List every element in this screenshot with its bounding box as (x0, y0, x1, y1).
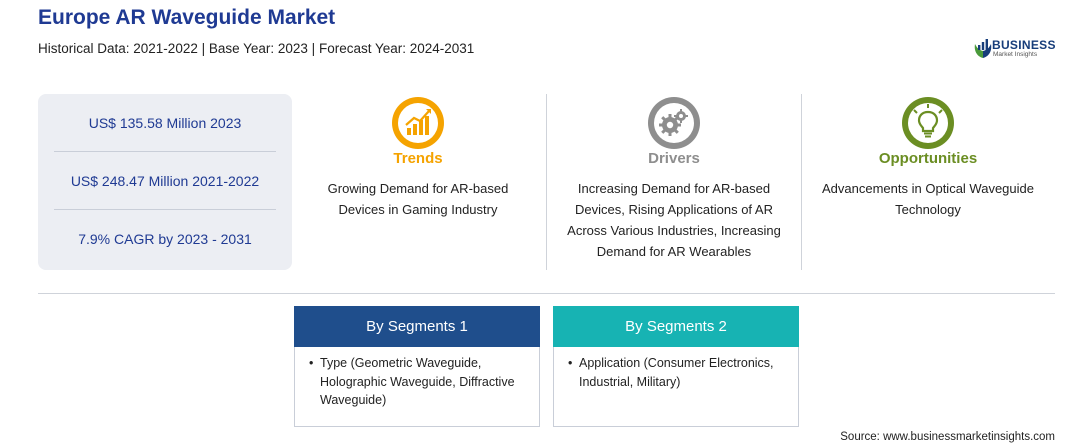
bullet-icon: • (309, 356, 314, 370)
trend-chart-icon (392, 97, 444, 149)
page-subtitle: Historical Data: 2021-2022 | Base Year: … (38, 41, 475, 56)
logo-mark-icon (974, 39, 992, 58)
divider-vertical-2 (801, 94, 802, 270)
divider-horizontal (38, 293, 1055, 294)
stats-panel: US$ 135.58 Million 2023 US$ 248.47 Milli… (38, 94, 292, 270)
trends-heading: Trends (393, 150, 443, 167)
segment-2-list-item: • Application (Consumer Electronics, Ind… (568, 354, 788, 391)
drivers-text: Increasing Demand for AR-based Devices, … (567, 181, 781, 259)
feature-trends: Trends Growing Demand for AR-based Devic… (298, 95, 538, 270)
stat-market-size-historical: US$ 248.47 Million 2021-2022 (54, 152, 276, 210)
segment-2-item-text: Application (Consumer Electronics, Indus… (579, 356, 774, 389)
opportunities-text: Advancements in Optical Waveguide Techno… (822, 181, 1034, 217)
feature-drivers: Drivers Increasing Demand for AR-based D… (554, 95, 794, 270)
stat-market-size-2023: US$ 135.58 Million 2023 (54, 94, 276, 152)
segment-1-list-item: • Type (Geometric Waveguide, Holographic… (309, 354, 529, 410)
bullet-icon: • (568, 356, 573, 370)
segment-1-header: By Segments 1 (294, 306, 540, 347)
page-title: Europe AR Waveguide Market (38, 6, 336, 29)
segment-card-1: By Segments 1 • Type (Geometric Waveguid… (294, 306, 540, 427)
drivers-heading: Drivers (648, 150, 700, 167)
lightbulb-icon (902, 97, 954, 149)
company-logo: BUSINESS Market Insights (973, 36, 1063, 60)
trends-text: Growing Demand for AR-based Devices in G… (327, 181, 509, 217)
feature-opportunities: Opportunities Advancements in Optical Wa… (808, 95, 1048, 270)
logo-wordmark: BUSINESS (992, 38, 1056, 52)
logo-subtext: Market Insights (993, 51, 1038, 58)
segment-1-item-text: Type (Geometric Waveguide, Holographic W… (320, 356, 515, 407)
stat-cagr: 7.9% CAGR by 2023 - 2031 (78, 231, 252, 247)
opportunities-heading: Opportunities (878, 150, 978, 167)
source-citation: Source: www.businessmarketinsights.com (840, 431, 1055, 443)
divider-vertical-1 (546, 94, 547, 270)
segment-card-2: By Segments 2 • Application (Consumer El… (553, 306, 799, 427)
segment-2-header: By Segments 2 (553, 306, 799, 347)
gears-icon (648, 97, 700, 149)
